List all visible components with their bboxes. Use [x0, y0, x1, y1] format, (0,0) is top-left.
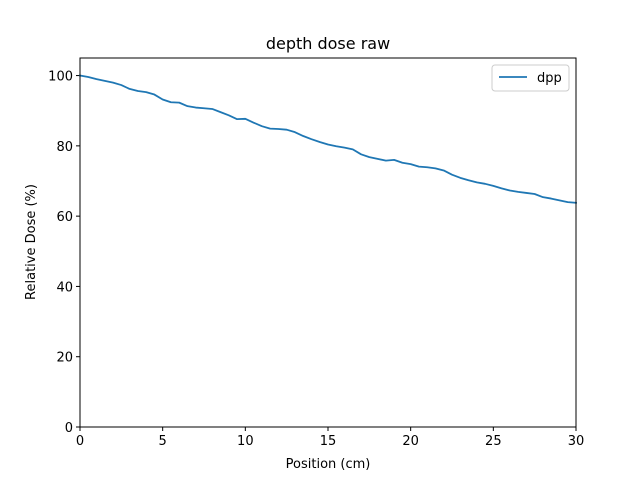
chart-title: depth dose raw — [266, 34, 390, 53]
x-tick-label: 5 — [159, 434, 167, 449]
x-tick-label: 20 — [402, 434, 419, 449]
y-tick-label: 100 — [48, 70, 73, 85]
x-tick-label: 30 — [568, 434, 585, 449]
x-tick-label: 15 — [320, 434, 337, 449]
y-axis-label: Relative Dose (%) — [24, 184, 39, 300]
y-tick-label: 20 — [56, 351, 73, 366]
y-tick-label: 0 — [65, 421, 73, 436]
series-line-dpp — [78, 74, 577, 204]
axis-ticks: 0 5 10 15 20 25 30 0 20 40 60 80 100 — [48, 70, 584, 449]
y-tick-label: 40 — [56, 280, 73, 295]
y-tick-label: 80 — [56, 140, 73, 155]
legend-box — [491, 64, 570, 92]
x-tick-label: 10 — [237, 434, 254, 449]
x-tick-label: 25 — [485, 434, 502, 449]
x-tick-label: 0 — [76, 434, 84, 449]
plot-lines — [78, 74, 577, 204]
plot-frame — [79, 57, 577, 428]
x-axis-label: Position (cm) — [286, 457, 371, 472]
legend-label-dpp: dpp — [537, 71, 562, 86]
y-tick-label: 60 — [56, 210, 73, 225]
legend: dpp — [491, 64, 570, 92]
